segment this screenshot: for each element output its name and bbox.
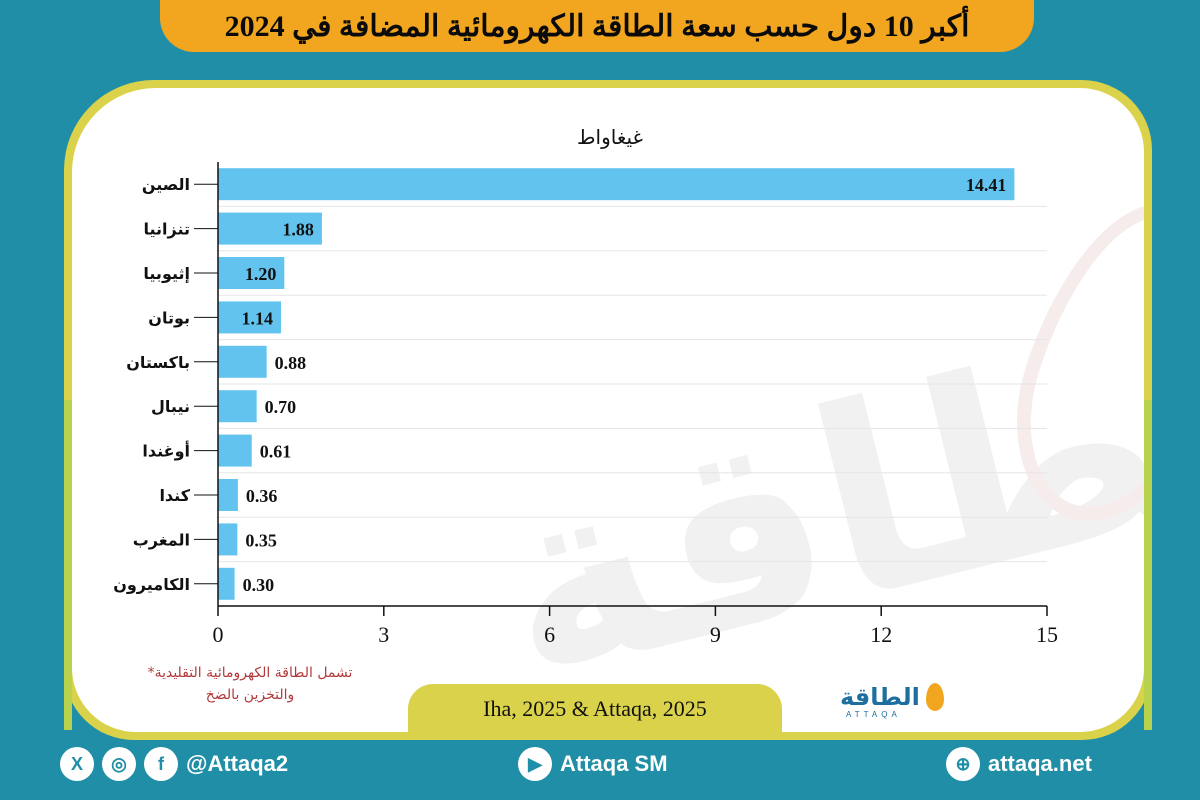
category-label: أوغندا [142,441,190,461]
bar-9 [218,567,235,600]
data-label: 14.41 [966,175,1007,195]
bar-0 [218,168,1015,201]
bar-7 [218,479,238,511]
source-text: Iha, 2025 & Attaqa, 2025 [483,696,707,721]
category-label: الصين [142,175,190,194]
globe-icon[interactable]: ⊕ [946,747,980,781]
x-tick-label: 9 [710,622,721,647]
x-tick-label: 3 [378,622,389,647]
attaqa-logo: الطاقة ATTAQA [840,672,980,722]
category-label: إثيوبيا [143,264,190,283]
bar-5 [218,390,257,423]
data-label: 1.14 [242,308,274,328]
bar-8 [218,523,238,556]
x-tick-label: 12 [870,622,892,647]
data-label: 0.30 [243,575,275,595]
frame-green-left [64,400,72,730]
logo-text: الطاقة [840,683,920,711]
data-label: 0.61 [260,442,292,462]
frame-green-right [1144,400,1152,730]
x-tick-label: 0 [213,622,224,647]
data-label: 1.20 [245,264,277,284]
logo-subtext: ATTAQA [846,710,901,719]
category-label: بوتان [148,308,190,327]
footer-social: X ◎ f @Attaqa2 [60,744,288,784]
footer-youtube: ▶ Attaqa SM [518,744,668,784]
x-icon[interactable]: X [60,747,94,781]
footnote-line-2: والتخزين بالضخ [205,687,295,703]
youtube-channel[interactable]: Attaqa SM [560,751,668,776]
x-tick-label: 15 [1036,622,1058,647]
data-label: 1.88 [282,220,314,240]
source-label: Iha, 2025 & Attaqa, 2025 [408,684,782,734]
data-label: 0.70 [265,397,297,417]
data-label: 0.88 [275,353,307,373]
logo-drop-icon [925,683,944,711]
x-tick-label: 6 [544,622,555,647]
category-label: الكاميرون [113,575,190,594]
social-handle[interactable]: @Attaqa2 [186,751,289,776]
footnote: *تشمل الطاقة الكهرومائية التقليدية والتخ… [120,662,380,706]
category-label: كندا [159,486,190,505]
category-label: المغرب [133,530,190,549]
unit-label: غيغاواط [577,125,643,149]
footer-website: ⊕ attaqa.net [946,744,1092,784]
bar-6 [218,434,252,467]
chart-title: أكبر 10 دول حسب سعة الطاقة الكهرومائية ا… [224,9,970,43]
category-label: تنزانيا [143,220,190,239]
category-label: باكستان [126,353,190,372]
bar-4 [218,345,267,378]
bar-1 [218,212,322,245]
youtube-icon[interactable]: ▶ [518,747,552,781]
data-label: 0.36 [246,486,278,506]
bar-2 [218,257,285,289]
website-link[interactable]: attaqa.net [988,751,1092,776]
chart-title-bar: أكبر 10 دول حسب سعة الطاقة الكهرومائية ا… [160,0,1034,52]
footnote-line-1: *تشمل الطاقة الكهرومائية التقليدية [147,665,353,681]
instagram-icon[interactable]: ◎ [102,747,136,781]
category-label: نيبال [151,397,190,416]
bar-3 [218,301,282,334]
facebook-icon[interactable]: f [144,747,178,781]
data-label: 0.35 [245,530,276,550]
